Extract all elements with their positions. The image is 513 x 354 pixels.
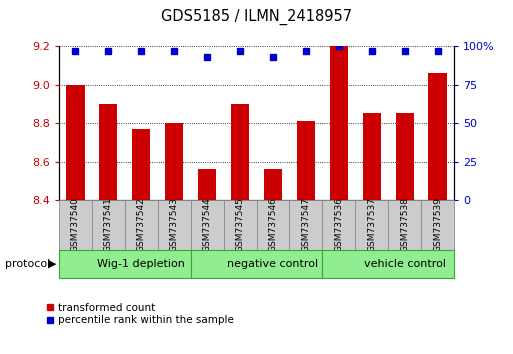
Bar [125,200,158,250]
Bar [59,200,92,250]
Bar [231,104,249,200]
Text: GSM737546: GSM737546 [268,197,278,252]
Text: GSM737543: GSM737543 [170,197,179,252]
Bar [264,169,282,200]
Text: Wig-1 depletion: Wig-1 depletion [97,259,185,269]
Bar [322,200,355,250]
Text: ▶: ▶ [48,259,56,269]
Text: protocol: protocol [5,259,50,269]
Text: GSM737539: GSM737539 [433,197,442,252]
Text: negative control: negative control [227,259,319,269]
Bar [396,113,413,200]
Text: GSM737547: GSM737547 [301,197,310,252]
Bar [92,200,125,250]
Bar [297,121,315,200]
Bar [59,250,191,278]
Bar [256,200,289,250]
Text: vehicle control: vehicle control [364,259,446,269]
Bar [421,200,454,250]
Text: GSM737538: GSM737538 [400,197,409,252]
Text: GSM737544: GSM737544 [203,198,212,252]
Text: GDS5185 / ILMN_2418957: GDS5185 / ILMN_2418957 [161,9,352,25]
Text: GSM737537: GSM737537 [367,197,376,252]
Bar [100,104,117,200]
Text: GSM737540: GSM737540 [71,197,80,252]
Bar [224,200,256,250]
Bar [132,129,150,200]
Bar [363,113,381,200]
Bar [66,85,85,200]
Bar [158,200,191,250]
Bar [191,200,224,250]
Text: GSM737545: GSM737545 [235,197,245,252]
Bar [355,200,388,250]
Bar [191,250,322,278]
Bar [428,73,447,200]
Text: GSM737542: GSM737542 [137,198,146,252]
Bar [289,200,322,250]
Bar [322,250,454,278]
Text: GSM737541: GSM737541 [104,197,113,252]
Bar [198,169,216,200]
Bar [388,200,421,250]
Legend: transformed count, percentile rank within the sample: transformed count, percentile rank withi… [46,303,233,325]
Text: GSM737536: GSM737536 [334,197,343,252]
Bar [165,123,183,200]
Bar [330,46,348,200]
